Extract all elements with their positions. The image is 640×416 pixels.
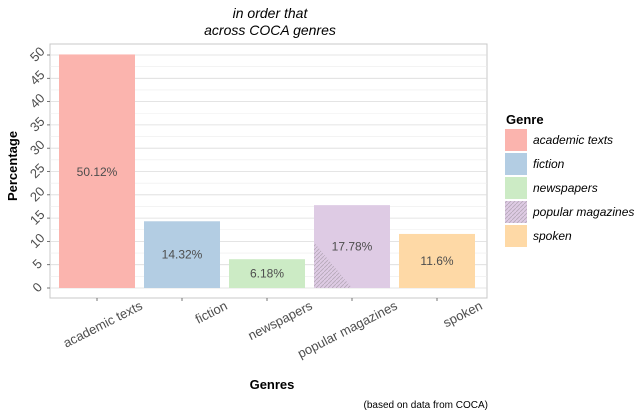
y-tick-label: 35 bbox=[27, 114, 48, 135]
legend-label: academic texts bbox=[533, 133, 613, 147]
bars bbox=[59, 54, 475, 289]
x-tick-label: fiction bbox=[193, 298, 230, 327]
legend-item: academic texts bbox=[505, 129, 613, 151]
y-tick-label: 30 bbox=[27, 137, 48, 158]
bar-labels: 50.12% 14.32% 6.18% 17.78% 11.6% bbox=[77, 165, 454, 280]
legend-label: popular magazines bbox=[532, 205, 634, 219]
y-tick-label: 10 bbox=[27, 230, 48, 251]
legend-item: fiction bbox=[505, 153, 565, 175]
y-axis-title: Percentage bbox=[5, 131, 20, 201]
legend-label: spoken bbox=[533, 229, 572, 243]
y-tick-label: 20 bbox=[27, 184, 48, 205]
legend-title: Genre bbox=[506, 112, 544, 127]
bar-data-label: 17.78% bbox=[332, 240, 373, 254]
y-tick-label: 0 bbox=[29, 279, 45, 295]
bar-spoken bbox=[399, 233, 475, 288]
legend: Genre academic texts fiction newspapers pop… bbox=[505, 112, 634, 247]
bar-data-label: 11.6% bbox=[420, 254, 453, 268]
x-tick-label: spoken bbox=[441, 298, 485, 330]
bar-hatch-overlay bbox=[314, 242, 352, 288]
y-tick-label: 15 bbox=[27, 207, 48, 228]
x-tick-label: academic texts bbox=[61, 298, 146, 351]
bar-academic-texts bbox=[59, 54, 135, 289]
legend-item: newspapers bbox=[505, 177, 598, 199]
bar-fiction bbox=[144, 221, 220, 288]
chart-title-line-1: in order that bbox=[233, 5, 309, 21]
legend-swatch bbox=[505, 177, 527, 199]
caption: (based on data from COCA) bbox=[364, 400, 489, 411]
legend-item: spoken bbox=[505, 225, 572, 247]
bar-data-label: 50.12% bbox=[77, 165, 118, 179]
x-axis-title: Genres bbox=[250, 377, 295, 392]
legend-swatch bbox=[505, 129, 527, 151]
legend-swatch bbox=[505, 201, 527, 223]
chart-title-line-2: across COCA genres bbox=[204, 22, 336, 38]
x-tick-label: newspapers bbox=[245, 298, 315, 343]
y-tick-label: 50 bbox=[27, 44, 48, 65]
bar-newspapers bbox=[229, 259, 305, 288]
legend-label: newspapers bbox=[533, 181, 598, 195]
legend-item: popular magazines bbox=[505, 201, 634, 223]
legend-label: fiction bbox=[533, 157, 565, 171]
bar-data-label: 14.32% bbox=[162, 248, 203, 262]
legend-swatch bbox=[505, 153, 527, 175]
y-tick-label: 5 bbox=[29, 256, 45, 272]
bar-data-label: 6.18% bbox=[250, 267, 284, 281]
y-tick-label: 45 bbox=[27, 67, 48, 88]
y-tick-label: 40 bbox=[27, 90, 48, 111]
y-tick-label: 25 bbox=[27, 160, 48, 181]
legend-swatch bbox=[505, 225, 527, 247]
